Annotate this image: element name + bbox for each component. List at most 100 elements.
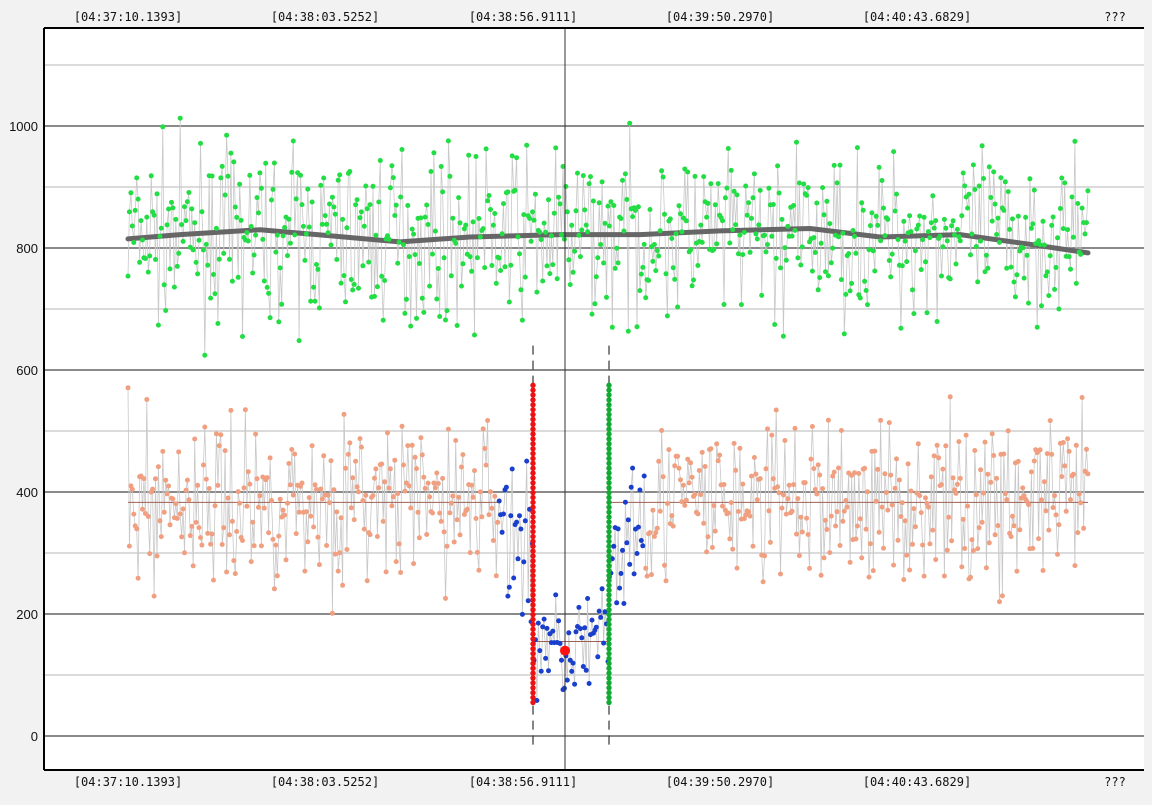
green-point: [775, 163, 781, 169]
green-point: [234, 214, 240, 220]
data-point: [1065, 436, 1071, 442]
green-point: [261, 278, 267, 284]
green-point: [691, 277, 696, 283]
data-point: [1041, 479, 1047, 485]
data-point: [373, 466, 379, 472]
selection-start-marker-dot: [530, 587, 536, 593]
green-point: [437, 314, 443, 319]
data-point: [863, 526, 869, 532]
green-point: [843, 291, 849, 297]
selection-start-marker-dot: [530, 416, 536, 423]
selection-end-marker-dot: [606, 392, 612, 398]
data-point: [840, 518, 846, 524]
green-point: [538, 237, 544, 243]
data-point: [792, 425, 798, 431]
green-point: [1055, 235, 1060, 241]
data-point: [1068, 497, 1073, 503]
selection-end-marker-dot: [606, 455, 612, 462]
green-point: [331, 204, 337, 210]
data-point: [936, 455, 942, 461]
green-point: [595, 255, 601, 261]
green-point: [812, 250, 818, 255]
data-point: [657, 508, 663, 514]
data-point: [638, 538, 644, 543]
green-point: [899, 263, 905, 269]
green-point: [986, 164, 992, 170]
green-point: [490, 222, 496, 228]
green-point: [608, 199, 614, 205]
selection-end-marker-dot: [606, 489, 612, 496]
green-point: [543, 229, 549, 235]
x-tick-label-bottom: ???: [1104, 775, 1126, 789]
green-point: [361, 223, 367, 229]
data-point: [311, 524, 317, 530]
data-point: [247, 481, 253, 487]
green-point: [577, 254, 583, 260]
green-point: [293, 196, 299, 202]
green-point: [405, 203, 411, 208]
green-point: [1050, 214, 1056, 220]
green-point: [941, 216, 947, 222]
green-point: [398, 194, 404, 200]
green-point: [683, 218, 689, 224]
green-point: [338, 280, 344, 286]
data-point: [177, 511, 183, 517]
data-point: [364, 578, 370, 584]
data-point: [766, 508, 772, 514]
data-point: [968, 574, 973, 580]
data-point: [1017, 527, 1023, 533]
selection-end-marker-dot: [606, 646, 612, 652]
green-point: [815, 287, 821, 293]
green-point: [1043, 273, 1049, 279]
green-point: [746, 200, 752, 206]
green-point: [421, 309, 427, 315]
green-point: [995, 215, 1001, 221]
green-point: [882, 233, 888, 239]
data-point: [834, 509, 840, 515]
data-point: [416, 535, 422, 541]
data-point: [635, 524, 641, 530]
data-point: [341, 411, 347, 417]
green-point: [213, 225, 219, 231]
data-point: [443, 595, 448, 601]
data-point: [285, 500, 290, 506]
selection-markers[interactable]: [530, 28, 612, 770]
selection-start-marker-dot: [530, 499, 536, 506]
data-point: [153, 476, 158, 482]
data-point: [736, 509, 741, 514]
green-point: [580, 173, 586, 179]
green-point: [496, 255, 502, 261]
green-point: [509, 153, 515, 159]
selection-end-marker-dot: [606, 572, 612, 579]
data-point: [511, 575, 517, 581]
green-point: [778, 265, 783, 271]
green-point: [881, 205, 886, 211]
green-point: [859, 200, 865, 206]
green-point: [1024, 252, 1030, 258]
data-point: [1015, 458, 1021, 464]
green-point: [250, 270, 256, 276]
green-point: [379, 273, 385, 279]
green-point: [599, 179, 605, 185]
green-point: [824, 198, 830, 204]
green-point: [910, 287, 915, 293]
green-point: [569, 222, 575, 228]
green-point: [651, 242, 657, 247]
data-point: [315, 534, 321, 540]
data-point: [682, 502, 688, 508]
data-point: [812, 487, 818, 492]
green-point: [335, 177, 341, 183]
green-point: [659, 168, 665, 174]
data-point: [437, 510, 443, 516]
green-point: [875, 222, 881, 228]
green-point: [743, 183, 749, 189]
data-point: [241, 485, 247, 491]
data-point: [767, 539, 773, 545]
green-point: [137, 259, 143, 265]
data-point: [173, 501, 179, 507]
green-point: [285, 253, 290, 259]
data-point: [721, 482, 727, 487]
selection-end-marker-dot: [606, 548, 612, 554]
data-point: [675, 453, 681, 459]
